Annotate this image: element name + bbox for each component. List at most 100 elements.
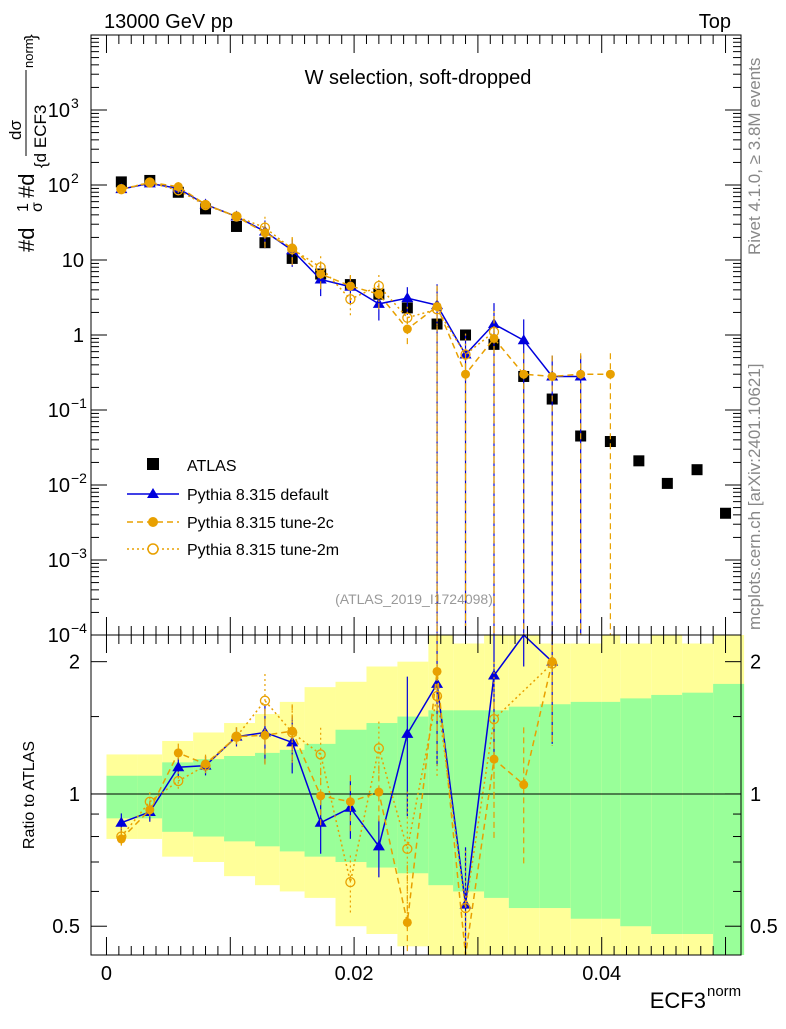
ratio-y-tick-label: 0.5 [52, 916, 80, 938]
ylabel-part-8: } [21, 34, 40, 40]
ratio-tune2m-point [231, 731, 242, 742]
series-line-2 [121, 181, 611, 378]
main-y-tick-exponent: −4 [71, 620, 87, 636]
main-panel: W selection, soft-dropped (ATLAS_2019_I1… [6, 34, 742, 647]
main-y-tick-exponent: −2 [71, 470, 87, 486]
ratio-line-1 [120, 661, 553, 956]
green-band-bin [193, 759, 225, 837]
ratio-tune2m-point [488, 713, 500, 725]
ratio-tune2m-point [144, 796, 155, 807]
ratio-y-tick-label: 2 [69, 652, 80, 674]
tune2c-data-point [402, 324, 412, 334]
main-title: W selection, soft-dropped [305, 67, 532, 89]
legend: ATLAS Pythia 8.315 default Pythia 8.315 … [127, 458, 339, 559]
ratio-tune2c-point [173, 748, 183, 758]
x-axis-label-sup: norm [707, 983, 741, 1000]
ylabel-part-2: 1 [15, 203, 32, 212]
atlas-data-point [691, 464, 703, 476]
ratio-tune2m-point [200, 760, 211, 771]
green-band-bin [255, 752, 280, 847]
main-y-tick-exponent: 3 [71, 95, 79, 111]
green-band-bin [484, 710, 509, 898]
tune2c-data-point [116, 185, 126, 195]
ratio-tune2m-point [547, 658, 558, 669]
tune2c-data-point [201, 199, 211, 209]
tune2c-data-point [145, 177, 155, 187]
tune2m-data-point [460, 349, 471, 360]
tune2m-data-point [116, 184, 127, 195]
tune2m-data-point [231, 211, 242, 222]
tune2m-data-point [144, 177, 155, 188]
rivet-version-label: Rivet 4.1.0, ≥ 3.8M events [745, 58, 764, 255]
ratio-tune2c-point [260, 730, 270, 740]
legend-label-tune2m: Pythia 8.315 tune-2m [187, 542, 339, 559]
tune2m-data-point [488, 326, 500, 338]
ratio-tune2m-point [259, 695, 271, 706]
ratio-tune2m-point [431, 690, 443, 702]
x-tick-label: 0.02 [335, 963, 374, 985]
green-band-bin [713, 683, 745, 955]
x-axis-label: ECF3 [650, 988, 706, 1013]
green-band-bin [335, 729, 367, 863]
legend-label-atlas: ATLAS [187, 458, 237, 475]
ratio-default-point [431, 677, 444, 688]
ratio-panel: 0.5 0.5 1 1 2 2 Ratio to ATLAS [21, 633, 778, 956]
ylabel-part-4: #d [14, 174, 39, 198]
legend-marker-tune2m [147, 543, 159, 555]
legend-label-tune2c: Pythia 8.315 tune-2c [187, 515, 334, 532]
tune2c-data-point [547, 371, 557, 381]
green-band-bin [508, 706, 540, 909]
x-tick-label: 0.04 [582, 963, 621, 985]
default-data-point [372, 297, 385, 308]
tune2m-data-point [315, 262, 326, 273]
green-band-bin [570, 701, 602, 919]
ratio-tune2m-point [287, 727, 298, 738]
main-y-tick-label: 10 [48, 625, 70, 647]
ratio-uncertainty-bands [106, 635, 745, 955]
green-band-bin [397, 716, 429, 874]
x-tick-label: 0 [101, 963, 112, 985]
main-y-tick-label: 10 [48, 100, 70, 122]
tune2c-data-point [345, 281, 355, 291]
ratio-tune2m-point [402, 843, 413, 854]
process-label: Top [699, 11, 731, 33]
tune2c-data-point [432, 301, 442, 311]
atlas-data-point [230, 220, 242, 232]
tune2c-data-point [231, 212, 241, 222]
ratio-y-tick-label-right: 0.5 [750, 916, 778, 938]
legend-marker-tune2c [148, 517, 158, 527]
ratio-y-tick-label-right: 2 [750, 652, 761, 674]
y-axis-label: #d 1 σ #d dσ {d ECF3 norm } [6, 34, 50, 252]
ratio-default-point [401, 727, 414, 738]
ratio-y-label: Ratio to ATLAS [21, 741, 38, 849]
ratio-tune2m-point [315, 749, 326, 760]
ratio-tune2m-point [373, 743, 385, 754]
ratio-default-point [172, 761, 185, 772]
atlas-data-point [115, 176, 127, 188]
ratio-line-2 [120, 663, 553, 909]
tune2m-data-point [373, 280, 385, 292]
ylabel-part-3: σ [29, 202, 46, 212]
tune2m-data-point [200, 199, 211, 211]
ratio-tune2c-point [145, 805, 155, 815]
ratio-tune2m-point [116, 831, 127, 842]
ratio-tune2c-point [316, 791, 326, 801]
ratio-tune2m-point [173, 775, 184, 787]
tune2m-data-point [259, 222, 271, 233]
atlas-data-point [604, 436, 616, 448]
green-band-bin [682, 692, 714, 935]
main-y-tick-exponent: −3 [71, 545, 87, 561]
atlas-data-point [720, 507, 732, 519]
main-y-tick-label: 10 [48, 550, 70, 572]
green-band-bin [620, 698, 652, 927]
ratio-tune2c-point [345, 797, 355, 807]
tune2m-data-point [431, 304, 443, 315]
ratio-ticks: 0.5 0.5 1 1 2 2 [52, 652, 778, 939]
ratio-y-tick-label: 1 [69, 784, 80, 806]
atlas-data-point [633, 455, 645, 467]
tune2c-data-point [605, 369, 615, 379]
legend-label-default: Pythia 8.315 default [187, 487, 329, 504]
ratio-default-point [372, 840, 385, 851]
green-band-bin [601, 701, 621, 919]
